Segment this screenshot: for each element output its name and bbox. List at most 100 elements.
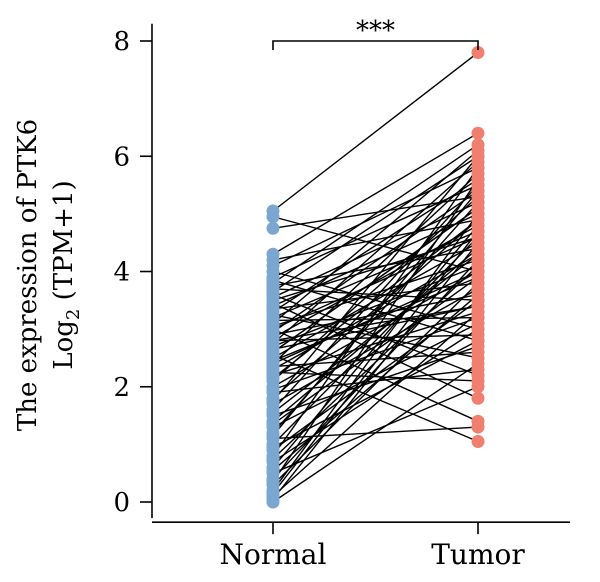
tumor-point xyxy=(471,230,485,244)
y-axis: 0 2 4 6 8 xyxy=(113,23,153,519)
pair-line xyxy=(272,190,479,333)
normal-point xyxy=(266,210,280,224)
pair-line xyxy=(272,167,479,267)
pair-line xyxy=(272,219,479,399)
pair-line xyxy=(272,218,479,261)
normal-point xyxy=(266,486,280,500)
pair-line xyxy=(272,247,479,422)
pair-line xyxy=(272,363,479,503)
pair-line xyxy=(272,270,479,388)
pair-line xyxy=(272,276,479,425)
pair-line xyxy=(272,242,479,359)
pair-line xyxy=(272,371,479,382)
pair-line xyxy=(272,178,479,483)
y-axis-label-line2: Log2 (TPM+1) xyxy=(49,180,84,369)
normal-point xyxy=(266,429,280,443)
normal-point xyxy=(266,475,280,489)
y-tick-label: 2 xyxy=(113,373,130,403)
y-axis-label-unit: (TPM+1) xyxy=(49,180,79,308)
y-axis-label-log: Log xyxy=(49,320,79,370)
pair-line xyxy=(272,242,479,500)
tumor-point xyxy=(471,213,485,227)
normal-point xyxy=(266,417,280,431)
tumor-point xyxy=(471,391,485,405)
pair-line xyxy=(272,259,479,480)
pair-line xyxy=(272,282,479,486)
normal-point xyxy=(266,322,280,336)
tumor-point xyxy=(471,334,485,348)
y-tick-label: 6 xyxy=(113,142,130,172)
pair-line xyxy=(272,305,479,350)
pair-line xyxy=(272,334,479,342)
pair-line xyxy=(272,299,479,451)
pair-line xyxy=(272,305,479,342)
tumor-point xyxy=(471,247,485,261)
normal-point xyxy=(266,463,280,477)
significance-bracket-line xyxy=(272,40,479,50)
pair-line xyxy=(272,328,479,463)
pair-line xyxy=(272,178,479,313)
pair-line xyxy=(272,386,479,474)
pair-line xyxy=(272,236,479,330)
pair-line xyxy=(272,161,479,345)
tumor-point xyxy=(471,420,485,434)
y-axis-label-subscript: 2 xyxy=(63,309,84,320)
normal-point xyxy=(266,221,280,235)
pair-line xyxy=(272,236,479,445)
y-tick-label: 0 xyxy=(113,488,130,518)
normal-point xyxy=(266,406,280,420)
x-axis: Normal Tumor xyxy=(152,521,570,571)
pair-line xyxy=(272,213,479,491)
pair-line xyxy=(272,149,479,324)
pair-line xyxy=(272,354,479,443)
data-points xyxy=(266,46,485,509)
y-tick-label: 4 xyxy=(113,258,130,288)
tumor-point xyxy=(471,288,485,302)
tumor-point xyxy=(471,126,485,140)
pair-line xyxy=(272,196,479,382)
tumor-point xyxy=(471,184,485,198)
normal-point xyxy=(266,394,280,408)
tumor-point xyxy=(471,434,485,448)
tumor-point xyxy=(471,322,485,336)
x-tick-label-normal: Normal xyxy=(220,538,327,571)
tumor-point xyxy=(471,46,485,60)
y-axis-label: The expression of PTK6 Log2 (TPM+1) xyxy=(13,119,84,431)
significance-bracket: *** xyxy=(272,16,479,50)
pair-line xyxy=(272,270,479,365)
normal-point xyxy=(266,345,280,359)
tumor-point xyxy=(471,265,485,278)
pair-line xyxy=(272,316,479,391)
tumor-point xyxy=(471,357,485,371)
pair-line xyxy=(272,173,479,365)
pair-line xyxy=(272,155,479,402)
pair-line xyxy=(272,311,479,376)
normal-point xyxy=(266,440,280,454)
pair-line xyxy=(272,265,479,348)
pair-lines xyxy=(272,51,479,503)
pair-line xyxy=(272,253,479,414)
normal-point xyxy=(266,383,280,397)
pair-line xyxy=(272,144,479,284)
tumor-point xyxy=(471,149,485,163)
normal-point xyxy=(266,357,280,371)
pair-line xyxy=(272,224,479,339)
pair-line xyxy=(272,201,479,299)
pair-line xyxy=(272,51,479,212)
tumor-point xyxy=(471,172,485,186)
pair-line xyxy=(272,219,479,379)
tumor-point xyxy=(471,299,485,313)
normal-point xyxy=(266,452,280,466)
pair-line xyxy=(272,132,479,255)
normal-point xyxy=(266,334,280,348)
y-axis-label-line1: The expression of PTK6 xyxy=(13,119,43,431)
x-tick-label-tumor: Tumor xyxy=(431,538,525,571)
significance-label: *** xyxy=(356,16,395,46)
y-tick-label: 8 xyxy=(113,27,130,57)
tumor-point xyxy=(471,161,485,175)
tumor-point xyxy=(471,374,485,388)
pair-line xyxy=(272,167,479,457)
pair-line xyxy=(272,184,479,411)
